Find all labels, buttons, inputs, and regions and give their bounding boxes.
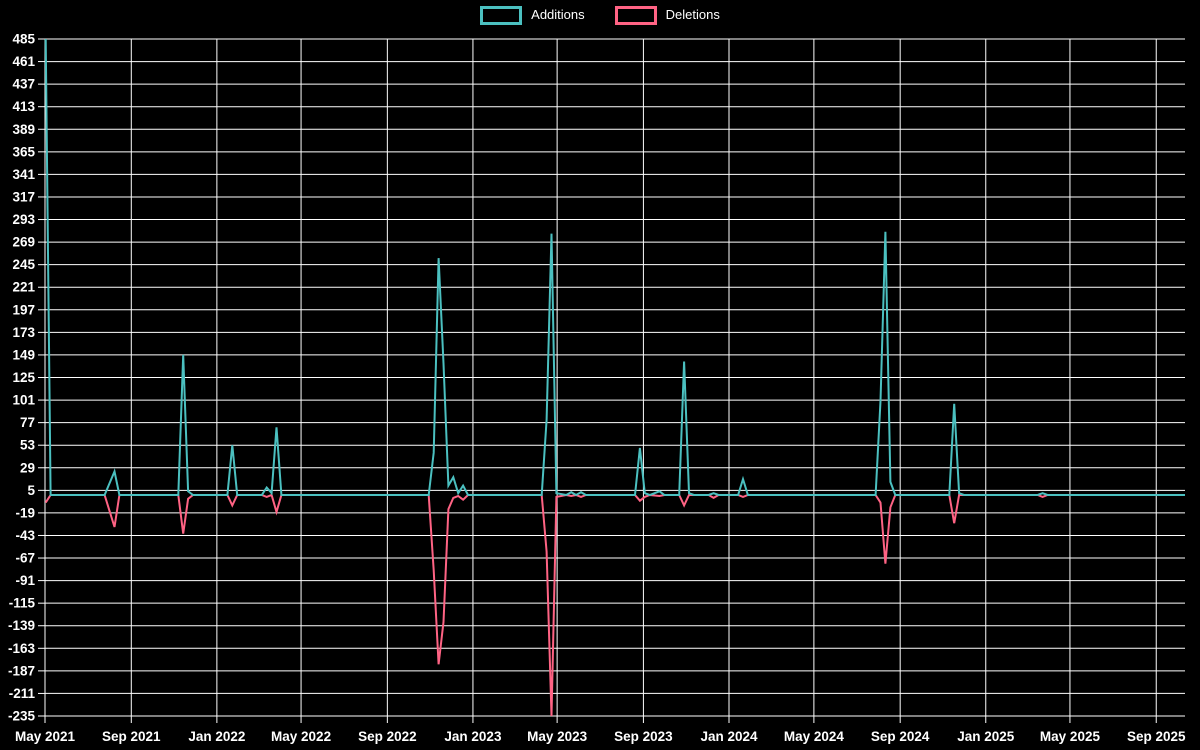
- x-tick-label: May 2024: [784, 729, 845, 744]
- deletions-swatch-icon: [614, 5, 657, 25]
- deletions-line: [44, 493, 1185, 717]
- x-tick-label: Jan 2024: [700, 729, 758, 744]
- additions-swatch-icon: [480, 5, 523, 25]
- y-tick-label: 341: [12, 167, 35, 182]
- y-tick-label: 149: [12, 347, 35, 362]
- legend-item-deletions[interactable]: Deletions: [614, 5, 720, 25]
- x-tick-label: May 2021: [15, 729, 76, 744]
- y-tick-label: -19: [15, 505, 35, 520]
- y-tick-label: 413: [12, 99, 35, 114]
- x-tick-label: Sep 2021: [102, 729, 161, 744]
- x-tick-label: May 2022: [271, 729, 331, 744]
- x-tick-label: Sep 2023: [614, 729, 673, 744]
- y-tick-label: 437: [12, 77, 35, 92]
- x-tick-label: May 2025: [1040, 729, 1101, 744]
- y-tick-label: -67: [15, 551, 35, 566]
- y-tick-label: 5: [27, 483, 35, 498]
- y-tick-label: -163: [8, 641, 36, 656]
- y-tick-label: 101: [12, 393, 35, 408]
- x-tick-label: Sep 2022: [358, 729, 417, 744]
- y-tick-label: 269: [12, 235, 35, 250]
- y-tick-label: 125: [12, 370, 35, 385]
- y-tick-label: -43: [15, 528, 35, 543]
- y-tick-label: 485: [12, 32, 35, 47]
- y-tick-label: 365: [12, 144, 35, 159]
- y-tick-label: -91: [15, 573, 35, 588]
- y-tick-label: -187: [8, 663, 35, 678]
- y-tick-label: 389: [12, 122, 35, 137]
- y-tick-label: -211: [9, 686, 36, 701]
- y-tick-label: 29: [20, 460, 35, 475]
- y-tick-label: 173: [12, 325, 35, 340]
- y-tick-label: -235: [8, 709, 36, 724]
- y-tick-label: 245: [12, 257, 35, 272]
- y-tick-label: 53: [20, 438, 36, 453]
- x-tick-label: Jan 2025: [957, 729, 1015, 744]
- y-tick-label: -139: [8, 618, 35, 633]
- chart-legend: Additions Deletions: [0, 5, 1200, 25]
- y-tick-label: 317: [12, 189, 35, 204]
- additions-line: [44, 38, 1185, 497]
- legend-item-additions[interactable]: Additions: [480, 5, 585, 25]
- y-tick-label: 293: [12, 212, 35, 227]
- legend-label-additions: Additions: [531, 7, 585, 22]
- y-tick-label: 77: [20, 415, 35, 430]
- y-tick-label: 221: [12, 280, 35, 295]
- x-tick-label: Jan 2023: [444, 729, 502, 744]
- y-tick-label: 461: [12, 54, 35, 69]
- x-tick-label: May 2023: [527, 729, 588, 744]
- y-tick-label: 197: [12, 302, 35, 317]
- legend-label-deletions: Deletions: [665, 7, 720, 22]
- y-tick-label: -115: [9, 596, 36, 611]
- x-tick-label: Sep 2025: [1127, 729, 1186, 744]
- x-tick-label: Jan 2022: [188, 729, 245, 744]
- x-tick-label: Sep 2024: [871, 729, 930, 744]
